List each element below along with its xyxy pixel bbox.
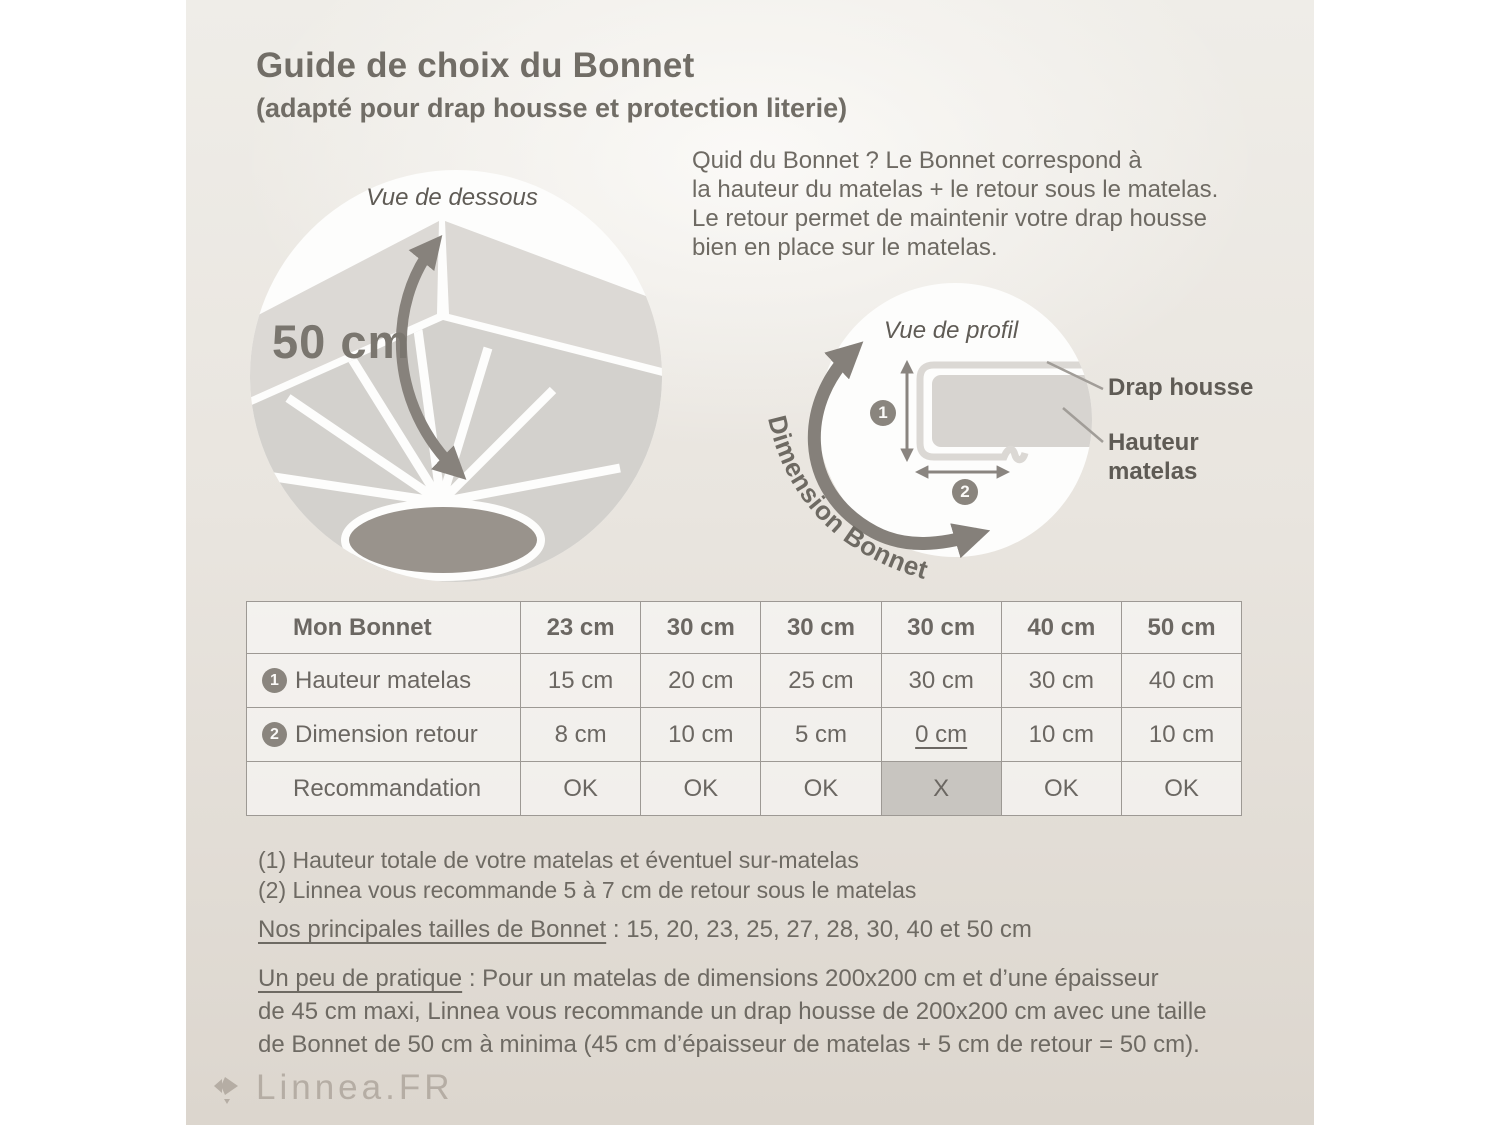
table-cell: 15 cm (521, 654, 642, 708)
sizes-rest: : 15, 20, 23, 25, 27, 28, 30, 40 et 50 c… (606, 916, 1032, 943)
badge-2: 2 (262, 722, 287, 747)
bonnet-measure-arrow (395, 235, 467, 480)
table-cell: 5 cm (761, 708, 882, 762)
practice-line1-rest: : Pour un matelas de dimensions 200x200 … (462, 965, 1159, 992)
practice-lead: Un peu de pratique (258, 965, 463, 992)
not-recommended-cell: X (881, 762, 1002, 816)
dimension-bonnet-arrow (808, 341, 991, 559)
practice-line: de 45 cm maxi, Linnea vous recommande un… (258, 998, 1207, 1025)
table-header-cell: 30 cm (761, 602, 882, 654)
table-cell: OK (1121, 762, 1243, 816)
table-header-cell: 30 cm (881, 602, 1002, 654)
table-row-label: 2 Dimension retour (247, 708, 521, 762)
bottom-view-caption: Vue de dessous (366, 184, 538, 211)
badge-1: 1 (870, 400, 896, 426)
table-cell: 25 cm (761, 654, 882, 708)
mattress-right-face (445, 221, 662, 372)
intro-line: Quid du Bonnet ? Le Bonnet correspond à (692, 147, 1142, 174)
practice-line: de Bonnet de 50 cm à minima (45 cm d’épa… (258, 1031, 1200, 1058)
intro-paragraph: Quid du Bonnet ? Le Bonnet correspond à … (692, 146, 1272, 262)
mattress-left-face (250, 221, 439, 412)
bonnet-size-table: Mon Bonnet 23 cm 30 cm 30 cm 30 cm 40 cm… (246, 601, 1243, 816)
badge-2: 2 (952, 479, 978, 505)
table-cell: 10 cm (1121, 708, 1243, 762)
footnotes: (1) Hauteur totale de votre matelas et é… (258, 845, 916, 905)
table-header-cell: 40 cm (1001, 602, 1122, 654)
bottom-view-illustration (250, 170, 662, 582)
table-row-label: Recommandation (247, 762, 521, 816)
table-cell: 20 cm (641, 654, 762, 708)
profile-view-illustration: Dimension Bonnet (762, 283, 1104, 585)
bottom-view-diagram: Vue de dessous 50 cm (248, 168, 664, 584)
logo-text: Linnea.FR (256, 1068, 454, 1107)
sheet-label: Drap housse (1108, 374, 1254, 401)
badge-1: 1 (262, 668, 287, 693)
row-label-text: Hauteur matelas (295, 666, 472, 694)
page-subtitle: (adapté pour drap housse et protection l… (256, 93, 848, 123)
table-cell: OK (1001, 762, 1122, 816)
table-header-cell: Mon Bonnet (247, 602, 521, 654)
profile-view-caption: Vue de profil (883, 317, 1019, 344)
table-cell: 10 cm (641, 708, 762, 762)
table-cell: OK (761, 762, 882, 816)
page-title: Guide de choix du Bonnet (256, 46, 695, 85)
footnote-1: (1) Hauteur totale de votre matelas et é… (258, 847, 859, 873)
sizes-lead: Nos principales tailles de Bonnet (258, 916, 607, 943)
title-block: Guide de choix du Bonnet (adapté pour dr… (256, 46, 847, 124)
intro-line: la hauteur du matelas + le retour sous l… (692, 176, 1219, 203)
table-cell: 30 cm (881, 654, 1002, 708)
sheet-pointer-line (1046, 360, 1104, 391)
table-row-label: 1 Hauteur matelas (247, 654, 521, 708)
sheet-opening-ellipse (341, 499, 545, 581)
intro-line: bien en place sur le matelas. (692, 234, 998, 261)
table-cell: 40 cm (1121, 654, 1243, 708)
table-cell: 8 cm (521, 708, 642, 762)
content-area: Guide de choix du Bonnet (adapté pour dr… (186, 0, 1314, 1125)
table-cell: OK (641, 762, 762, 816)
profile-view-diagram: Dimension Bonnet Vue de profil 1 2 Drap … (756, 270, 1316, 615)
practice-line: Un peu de pratique : Pour un matelas de … (258, 962, 1298, 995)
underlined-zero-value: 0 cm (915, 720, 968, 748)
table-cell: OK (521, 762, 642, 816)
footnote-2: (2) Linnea vous recommande 5 à 7 cm de r… (258, 877, 917, 903)
practice-paragraph: Un peu de pratique : Pour un matelas de … (258, 962, 1298, 1061)
table-cell: 10 cm (1001, 708, 1122, 762)
bonnet-measurement-label: 50 cm (272, 315, 411, 368)
table-cell: 30 cm (1001, 654, 1122, 708)
table-header-cell: 30 cm (641, 602, 762, 654)
table-header-cell: 23 cm (521, 602, 642, 654)
table-header-cell: 50 cm (1121, 602, 1243, 654)
mattress-height-label: Hauteur matelas (1108, 429, 1199, 485)
leaf-icon (214, 1077, 238, 1104)
mattress-profile (932, 375, 1092, 447)
linnea-logo: Linnea.FR (208, 1068, 453, 1108)
row-label-text: Dimension retour (295, 720, 478, 748)
sizes-line: Nos principales tailles de Bonnet : 15, … (258, 916, 1032, 944)
intro-line: Le retour permet de maintenir votre drap… (692, 205, 1207, 232)
mattress-pointer-line (1062, 407, 1104, 443)
